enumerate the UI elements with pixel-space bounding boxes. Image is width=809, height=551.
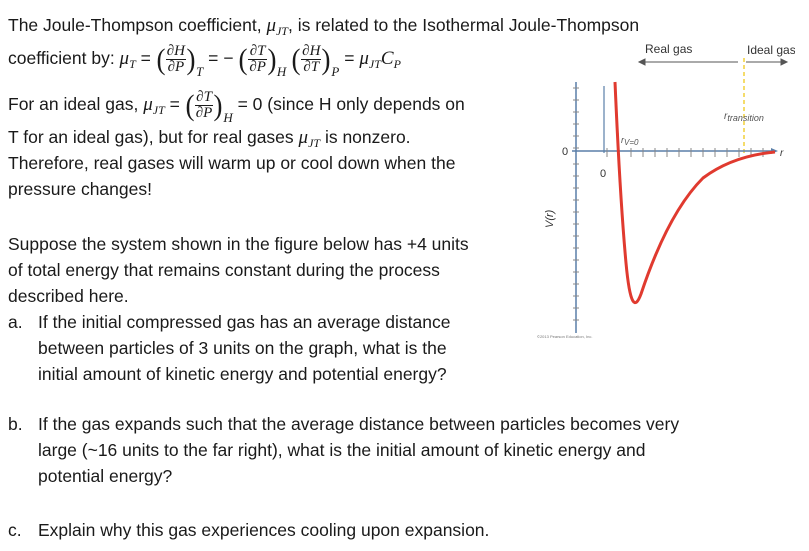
part-b-line-3: potential energy?	[38, 466, 173, 486]
potential-curve	[613, 81, 776, 305]
problem-line-3: described here.	[8, 286, 129, 306]
zero-x-label: 0	[600, 168, 606, 180]
x-axis-label: r	[780, 148, 784, 159]
mu-jt-cp: μJTCP	[359, 48, 401, 72]
part-a-line-1: If the initial compressed gas has an ave…	[38, 312, 451, 332]
part-b-line-2: large (~16 units to the far right), what…	[38, 440, 646, 460]
intro-text-tail: , is related to the Isothermal Joule-Tho…	[287, 15, 640, 35]
equals-sign-2: =	[344, 48, 355, 69]
zero-y-label: 0	[562, 146, 568, 158]
ideal-gas-label: Ideal gas	[747, 43, 795, 57]
y-axis-label: V(r)	[544, 209, 556, 228]
intro-line-5: Therefore, real gases will warm up or co…	[8, 153, 456, 173]
sub-H-2: H	[223, 110, 233, 126]
sub-T: T	[196, 64, 204, 80]
part-a-line-3: initial amount of kinetic energy and pot…	[38, 364, 447, 384]
copyright-text: ©2013 Pearson Education, Inc.	[537, 334, 592, 339]
minus-sign: = −	[208, 48, 234, 69]
intro-text: The Joule-Thompson coefficient,	[8, 15, 267, 35]
sub-P: P	[331, 64, 340, 80]
ideal-lead: For an ideal gas,	[8, 94, 144, 115]
dH-dT-fraction: ∂H ∂T	[301, 43, 322, 75]
y-axis-ticks	[573, 87, 579, 321]
dH-dP-fraction: ∂H ∂P	[165, 43, 187, 75]
potential-energy-figure: Real gas Ideal gas rtransition V(r) 0 r	[537, 42, 795, 339]
part-a-line-2: between particles of 3 units on the grap…	[38, 338, 447, 358]
real-gas-label: Real gas	[645, 42, 692, 56]
part-a-marker: a.	[8, 312, 23, 332]
dT-dP-fraction-2: ∂T ∂P	[194, 89, 214, 121]
intro-line-1: The Joule-Thompson coefficient, μJT, is …	[8, 14, 639, 37]
mu-jt-symbol-2: μJT	[143, 94, 165, 118]
dT-dP-fraction: ∂T ∂P	[248, 43, 267, 75]
part-b-marker: b.	[8, 414, 23, 434]
rv0-label: rV=0	[621, 135, 639, 147]
intro-line-2-equation: coefficient by: μT = (∂H ∂P)T = − (∂T ∂P)H…	[8, 42, 401, 80]
intro-line-6: pressure changes!	[8, 179, 152, 199]
line4-b: is nonzero.	[320, 127, 411, 147]
part-c-line-1: Explain why this gas experiences cooling…	[38, 520, 490, 540]
line4-a: T for an ideal gas), but for real gases	[8, 127, 299, 147]
problem-line-2: of total energy that remains constant du…	[8, 260, 440, 280]
equals-sign-3: =	[169, 94, 180, 115]
intro-line-3-ideal: For an ideal gas, μJT = (∂T ∂P)H = 0 (sin…	[8, 88, 465, 126]
ideal-gas-arrow	[746, 58, 789, 66]
equals-sign: =	[140, 48, 151, 69]
equation-lead: coefficient by:	[8, 48, 120, 69]
ideal-tail: = 0 (since H only depends on	[237, 94, 465, 115]
real-gas-arrow	[637, 58, 738, 66]
r-transition-label: rtransition	[724, 111, 764, 123]
part-b-line-1: If the gas expands such that the average…	[38, 414, 680, 434]
problem-line-1: Suppose the system shown in the figure b…	[8, 234, 469, 254]
mu-jt-symbol: μJT	[266, 15, 288, 38]
intro-line-4: T for an ideal gas), but for real gases …	[8, 126, 411, 149]
part-c-marker: c.	[8, 520, 22, 540]
mu-jt-symbol-3: μJT	[298, 127, 321, 150]
mu-t-symbol: μT	[119, 48, 136, 72]
sub-H: H	[276, 64, 287, 80]
x-axis-ticks	[606, 148, 764, 157]
